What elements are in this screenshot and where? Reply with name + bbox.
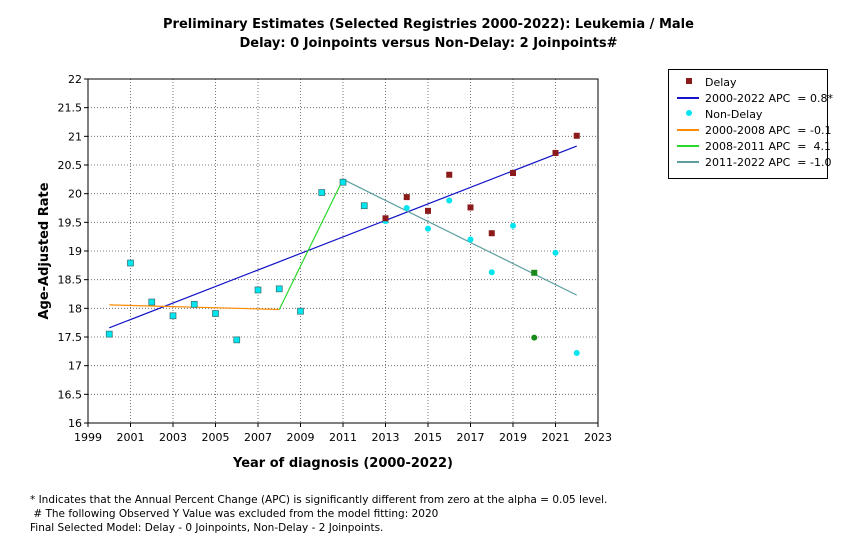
legend-label: 2011-2022 APC = -1.0	[705, 155, 832, 169]
delay-point	[127, 259, 134, 267]
nondelay-point	[467, 236, 474, 243]
legend-label: 2000-2022 APC = 0.8*	[705, 91, 833, 105]
legend-label: Delay	[705, 75, 737, 89]
nondelay-point	[488, 269, 495, 276]
y-axis-label: Age-Adjusted Rate	[37, 182, 52, 319]
legend-line-swatch	[677, 139, 699, 153]
trend-line	[278, 179, 344, 310]
y-tick-label: 16.5	[58, 388, 83, 401]
trend-lines	[109, 145, 578, 329]
delay-point	[339, 178, 347, 186]
x-tick-label: 1999	[74, 431, 102, 444]
delay-point	[212, 310, 219, 317]
nondelay-point	[403, 205, 410, 211]
y-tick-label: 17.5	[58, 331, 83, 344]
delay-point	[254, 286, 262, 294]
axis-ticks: 16 16.5 17 17.5 18 18.5 19 19.5 20 20.5 21 21.5 22 19…	[58, 73, 613, 444]
footnote-significance: * Indicates that the Annual Percent Chan…	[30, 494, 608, 506]
x-tick-label: 2011	[329, 431, 357, 444]
delay-point	[190, 300, 198, 308]
delay-point	[403, 194, 410, 201]
nondelay-point	[573, 350, 580, 357]
y-tick-label: 18.5	[58, 274, 83, 287]
y-tick-label: 17	[68, 360, 82, 373]
footnote-excluded: # The following Observed Y Value was exc…	[30, 508, 439, 520]
y-tick-label: 20.5	[58, 159, 83, 172]
delay-point	[510, 170, 516, 177]
legend-item: 2011-2022 APC = -1.0	[677, 155, 831, 169]
legend-item: 2008-2011 APC = 4.1	[677, 139, 831, 153]
x-tick-label: 2013	[372, 431, 400, 444]
legend-label: 2000-2008 APC = -0.1	[705, 123, 832, 137]
x-tick-label: 2021	[542, 431, 570, 444]
y-tick-label: 21.5	[58, 102, 83, 115]
data-points	[105, 132, 580, 357]
legend-label: Non-Delay	[705, 107, 763, 121]
y-tick-label: 16	[68, 417, 82, 430]
delay-point	[531, 269, 538, 276]
x-tick-label: 2017	[457, 431, 485, 444]
delay-point	[446, 171, 453, 178]
y-tick-label: 19.5	[58, 216, 83, 229]
x-tick-label: 2009	[287, 431, 315, 444]
y-tick-label: 21	[68, 130, 82, 143]
legend-marker-swatch	[677, 75, 699, 89]
legend-item: Non-Delay	[677, 107, 762, 121]
delay-point	[105, 330, 113, 338]
delay-point	[360, 202, 368, 210]
legend-line-swatch	[677, 155, 699, 169]
chart-subtitle: Delay: 0 Joinpoints versus Non-Delay: 2 …	[239, 36, 618, 51]
delay-point	[169, 312, 177, 320]
nondelay-point	[425, 225, 431, 232]
chart-title: Preliminary Estimates (Selected Registri…	[163, 17, 694, 32]
legend-line-swatch	[677, 91, 699, 105]
y-tick-label: 19	[68, 245, 82, 258]
legend-label: 2008-2011 APC = 4.1	[705, 139, 831, 153]
trend-line	[342, 178, 578, 296]
legend-line-swatch	[677, 123, 699, 137]
y-tick-label: 18	[68, 302, 82, 315]
nondelay-point	[531, 334, 538, 341]
delay-point	[488, 230, 495, 237]
x-tick-label: 2007	[244, 431, 272, 444]
nondelay-point	[446, 197, 453, 204]
y-tick-label: 20	[68, 188, 82, 201]
x-tick-label: 2001	[117, 431, 145, 444]
x-tick-label: 2003	[159, 431, 187, 444]
x-tick-label: 2005	[202, 431, 230, 444]
delay-point	[552, 149, 559, 156]
delay-point	[297, 307, 304, 315]
legend: Delay 2000-2022 APC = 0.8* Non-Delay 2000-2…	[668, 69, 833, 179]
legend-marker-swatch	[677, 107, 699, 121]
delay-point	[233, 336, 241, 344]
x-tick-label: 2015	[414, 431, 442, 444]
delay-point	[318, 189, 326, 196]
footnote-model: Final Selected Model: Delay - 0 Joinpoin…	[30, 522, 384, 534]
x-axis-label: Year of diagnosis (2000-2022)	[232, 456, 453, 471]
nondelay-point	[552, 249, 559, 256]
delay-point	[382, 215, 389, 222]
grid	[88, 79, 598, 423]
x-tick-label: 2023	[584, 431, 612, 444]
y-tick-label: 22	[68, 73, 82, 86]
legend-item: 2000-2022 APC = 0.8*	[677, 91, 833, 105]
delay-point	[425, 207, 431, 214]
legend-item: Delay	[677, 75, 737, 89]
nondelay-point	[510, 222, 516, 229]
delay-point	[467, 204, 474, 211]
delay-point	[148, 298, 156, 306]
x-tick-label: 2019	[499, 431, 527, 444]
delay-point	[573, 132, 580, 139]
legend-item: 2000-2008 APC = -0.1	[677, 123, 831, 137]
delay-point	[275, 285, 283, 293]
trend-line	[109, 145, 577, 329]
